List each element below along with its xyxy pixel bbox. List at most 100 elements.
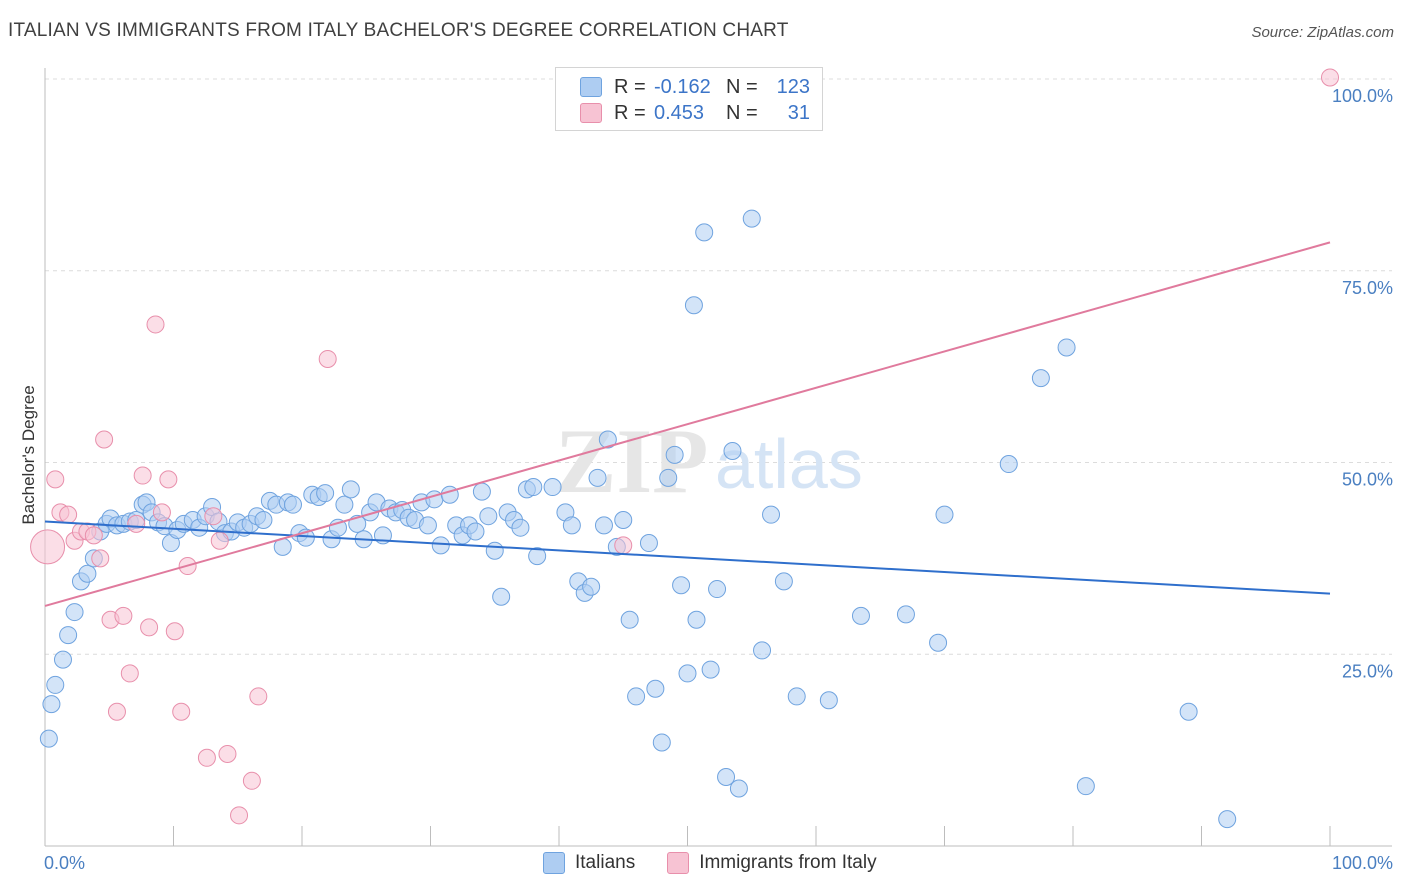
italians-point: [59, 626, 78, 645]
italians-point: [665, 445, 684, 464]
italians-point: [774, 572, 793, 591]
legend-n-label: N =: [726, 101, 758, 124]
immigrants-point: [152, 503, 171, 522]
series-immigrants-from-italy: [30, 68, 1339, 825]
y-tick-label: 75.0%: [1342, 278, 1393, 298]
trend-line-italians: [44, 520, 1331, 595]
immigrants-point: [165, 622, 184, 641]
italians-point: [492, 587, 511, 606]
italians-point: [418, 516, 437, 535]
x-tick-label-max: 100.0%: [1332, 853, 1393, 873]
correlation-legend: R = -0.162 N = 123 R = 0.453 N = 31: [555, 67, 823, 131]
y-axis-label: Bachelor's Degree: [19, 385, 38, 524]
italians-point: [729, 779, 748, 798]
x-tick-label-min: 0.0%: [44, 853, 85, 873]
italians-point: [335, 495, 354, 514]
immigrants-point: [230, 806, 249, 825]
italians-point: [929, 633, 948, 652]
italians-point: [53, 650, 72, 669]
immigrants-point: [46, 470, 65, 489]
immigrants-point: [242, 771, 261, 790]
italians-point: [639, 534, 658, 553]
immigrants-point: [249, 687, 268, 706]
italians-point: [762, 505, 781, 524]
source-label: Source: ZipAtlas.com: [1251, 24, 1394, 41]
italians-point: [65, 603, 84, 622]
italians-point: [717, 767, 736, 786]
gridlines: [45, 78, 1392, 655]
legend-row-immigrants: R = 0.453 N = 31: [580, 100, 810, 126]
y-tick-label: 50.0%: [1342, 470, 1393, 490]
legend-row-italians: R = -0.162 N = 123: [580, 74, 810, 100]
italians-point: [594, 516, 613, 535]
watermark-zip: ZIP: [555, 410, 708, 512]
italians-point: [524, 478, 543, 497]
italians-point: [254, 511, 273, 530]
italians-point: [46, 675, 65, 694]
italians-point: [485, 541, 504, 560]
italians-point: [701, 660, 720, 679]
immigrants-point: [146, 315, 165, 334]
italians-point: [1218, 810, 1237, 829]
italians-point: [646, 679, 665, 698]
tick-labels: 25.0% 50.0% 75.0% 100.0% 0.0% 100.0%: [44, 86, 1393, 873]
immigrants-point: [204, 507, 223, 526]
immigrants-point: [120, 664, 139, 683]
italians-point: [620, 610, 639, 629]
italians-point: [723, 441, 742, 460]
italians-point: [284, 495, 303, 514]
series-legend: Italians Immigrants from Italy: [543, 852, 909, 874]
italians-point: [598, 430, 617, 449]
italians-point: [999, 455, 1018, 474]
immigrants-point: [614, 536, 633, 555]
italians-point: [627, 687, 646, 706]
italians-point: [678, 664, 697, 683]
immigrants-point: [159, 470, 178, 489]
immigrants-point: [95, 430, 114, 449]
italians-point: [528, 547, 547, 566]
italians-point: [466, 522, 485, 541]
italians-point: [1076, 777, 1095, 796]
legend-r-label: R =: [614, 75, 646, 98]
watermark-atlas: atlas: [715, 425, 863, 503]
trend-line-immigrants: [44, 241, 1331, 607]
legend-n-value: 31: [787, 101, 810, 124]
legend-swatch-immigrants: [667, 852, 690, 874]
legend-n-value: 123: [776, 75, 810, 98]
immigrants-point: [218, 744, 237, 763]
legend-label-italians: Italians: [575, 852, 636, 873]
italians-point: [1057, 338, 1076, 357]
italians-point: [614, 511, 633, 530]
immigrants-point: [127, 514, 146, 533]
italians-point: [787, 687, 806, 706]
italians-point: [652, 733, 671, 752]
italians-point: [472, 482, 491, 501]
watermark: ZIP atlas: [555, 410, 863, 512]
italians-point: [316, 484, 335, 503]
italians-point: [479, 507, 498, 526]
italians-point: [819, 691, 838, 710]
legend-swatch-italians: [580, 77, 602, 97]
immigrants-point: [84, 526, 103, 545]
legend-item-italians[interactable]: Italians: [543, 852, 635, 874]
legend-item-immigrants[interactable]: Immigrants from Italy: [667, 852, 877, 874]
legend-label-immigrants: Immigrants from Italy: [699, 852, 877, 873]
italians-point: [684, 296, 703, 315]
italians-point: [431, 536, 450, 555]
immigrants-point: [30, 529, 66, 565]
legend-r-label: R =: [614, 101, 646, 124]
italians-point: [1179, 702, 1198, 721]
italians-point: [42, 695, 61, 714]
legend-r-value: -0.162: [654, 75, 711, 98]
italians-point: [695, 223, 714, 242]
italians-point: [511, 518, 530, 537]
italians-point: [896, 605, 915, 624]
axes: [44, 68, 1392, 847]
italians-point: [935, 505, 954, 524]
italians-point: [562, 516, 581, 535]
immigrants-point: [114, 606, 133, 625]
italians-point: [659, 468, 678, 487]
italians-point: [742, 209, 761, 228]
immigrants-point: [107, 702, 126, 721]
